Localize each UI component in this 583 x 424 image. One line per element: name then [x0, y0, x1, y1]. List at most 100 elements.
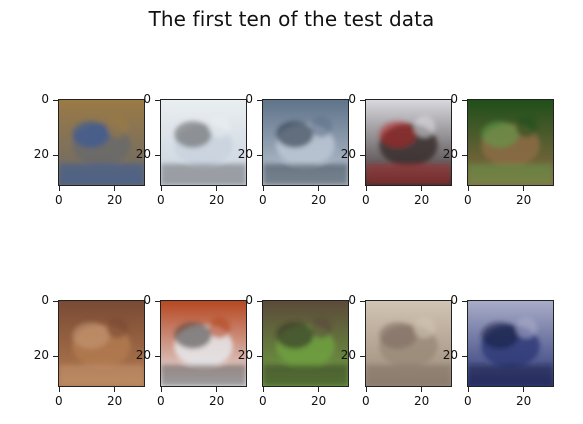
image-3-pixels [366, 100, 451, 185]
image-5-pixels [59, 301, 144, 386]
image-2-ytick-1 [257, 155, 262, 156]
image-2-ytick-label-1: 20 [237, 147, 253, 161]
image-0-ytick-label-1: 20 [33, 147, 49, 161]
image-9-ytick-label-1: 20 [442, 348, 458, 362]
image-3-ytick-0 [360, 100, 365, 101]
image-5-ytick-label-1: 20 [33, 348, 49, 362]
image-panel-5 [58, 300, 145, 387]
image-1-xtick-label-0: 0 [157, 193, 165, 207]
image-1-ytick-1 [155, 155, 160, 156]
image-2-xtick-0 [263, 186, 264, 191]
image-2-xtick-label-0: 0 [259, 193, 267, 207]
image-5-ytick-label-0: 0 [41, 293, 49, 307]
image-3-xtick-label-1: 20 [414, 193, 430, 207]
image-1-xtick-1 [216, 186, 217, 191]
image-9-xtick-1 [523, 387, 524, 392]
image-0-pixels [59, 100, 144, 185]
image-4-xtick-0 [468, 186, 469, 191]
image-6-ytick-1 [155, 356, 160, 357]
image-0-xtick-0 [59, 186, 60, 191]
image-1-pixels [161, 100, 246, 185]
image-9-ytick-1 [462, 356, 467, 357]
image-9-xtick-0 [468, 387, 469, 392]
image-3-xtick-0 [366, 186, 367, 191]
image-8-ytick-label-1: 20 [340, 348, 356, 362]
image-7-ytick-label-0: 0 [245, 293, 253, 307]
image-7-xtick-1 [318, 387, 319, 392]
image-7-pixels [263, 301, 348, 386]
image-3-xtick-1 [421, 186, 422, 191]
image-6-ytick-label-1: 20 [135, 348, 151, 362]
image-panel-4 [467, 99, 554, 186]
image-panel-6 [160, 300, 247, 387]
image-9-ytick-label-0: 0 [450, 293, 458, 307]
image-5-xtick-label-0: 0 [55, 394, 63, 408]
image-1-ytick-label-1: 20 [135, 147, 151, 161]
image-2-xtick-label-1: 20 [311, 193, 327, 207]
image-4-pixels [468, 100, 553, 185]
image-8-pixels [366, 301, 451, 386]
image-2-ytick-label-0: 0 [245, 92, 253, 106]
image-1-ytick-0 [155, 100, 160, 101]
image-3-xtick-label-0: 0 [362, 193, 370, 207]
image-7-xtick-label-0: 0 [259, 394, 267, 408]
image-4-ytick-label-0: 0 [450, 92, 458, 106]
image-0-ytick-0 [53, 100, 58, 101]
image-6-ytick-0 [155, 301, 160, 302]
image-panel-3 [365, 99, 452, 186]
image-6-xtick-label-1: 20 [209, 394, 225, 408]
image-5-xtick-label-1: 20 [107, 394, 123, 408]
image-8-ytick-1 [360, 356, 365, 357]
image-0-xtick-label-0: 0 [55, 193, 63, 207]
image-2-xtick-1 [318, 186, 319, 191]
image-5-ytick-1 [53, 356, 58, 357]
image-8-ytick-0 [360, 301, 365, 302]
image-2-ytick-0 [257, 100, 262, 101]
image-1-xtick-label-1: 20 [209, 193, 225, 207]
image-8-xtick-0 [366, 387, 367, 392]
image-4-ytick-label-1: 20 [442, 147, 458, 161]
image-6-xtick-label-0: 0 [157, 394, 165, 408]
image-4-xtick-1 [523, 186, 524, 191]
image-2-pixels [263, 100, 348, 185]
image-3-ytick-1 [360, 155, 365, 156]
image-3-ytick-label-1: 20 [340, 147, 356, 161]
image-5-ytick-0 [53, 301, 58, 302]
image-1-ytick-label-0: 0 [143, 92, 151, 106]
image-panel-1 [160, 99, 247, 186]
image-panel-2 [262, 99, 349, 186]
image-panel-8 [365, 300, 452, 387]
image-4-ytick-1 [462, 155, 467, 156]
image-9-xtick-label-0: 0 [464, 394, 472, 408]
image-4-ytick-0 [462, 100, 467, 101]
image-0-ytick-label-0: 0 [41, 92, 49, 106]
image-7-ytick-0 [257, 301, 262, 302]
image-6-pixels [161, 301, 246, 386]
image-8-xtick-label-1: 20 [414, 394, 430, 408]
image-panel-7 [262, 300, 349, 387]
image-0-ytick-1 [53, 155, 58, 156]
image-6-xtick-1 [216, 387, 217, 392]
image-9-ytick-0 [462, 301, 467, 302]
image-8-xtick-1 [421, 387, 422, 392]
image-9-xtick-label-1: 20 [516, 394, 532, 408]
image-4-xtick-label-1: 20 [516, 193, 532, 207]
figure-title: The first ten of the test data [148, 7, 435, 31]
image-7-ytick-1 [257, 356, 262, 357]
image-panel-0 [58, 99, 145, 186]
image-5-xtick-0 [59, 387, 60, 392]
image-6-ytick-label-0: 0 [143, 293, 151, 307]
image-8-xtick-label-0: 0 [362, 394, 370, 408]
image-7-xtick-0 [263, 387, 264, 392]
image-0-xtick-1 [114, 186, 115, 191]
image-8-ytick-label-0: 0 [348, 293, 356, 307]
image-6-xtick-0 [161, 387, 162, 392]
image-panel-9 [467, 300, 554, 387]
image-7-xtick-label-1: 20 [311, 394, 327, 408]
image-9-pixels [468, 301, 553, 386]
image-4-xtick-label-0: 0 [464, 193, 472, 207]
image-7-ytick-label-1: 20 [237, 348, 253, 362]
image-3-ytick-label-0: 0 [348, 92, 356, 106]
image-5-xtick-1 [114, 387, 115, 392]
image-0-xtick-label-1: 20 [107, 193, 123, 207]
